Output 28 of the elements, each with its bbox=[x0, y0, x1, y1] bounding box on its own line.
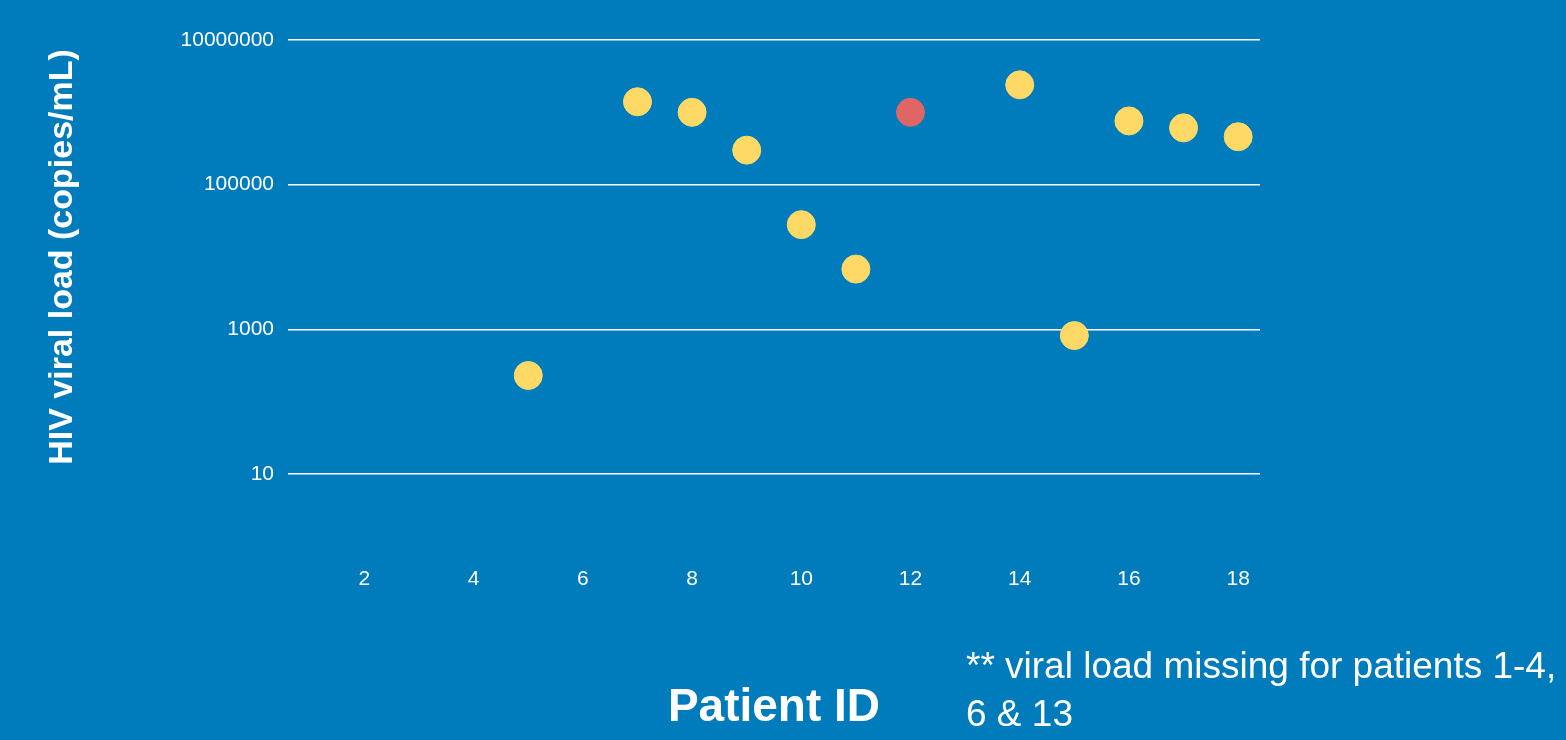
y-axis-title: HIV viral load (copies/mL) bbox=[40, 49, 79, 465]
point bbox=[1223, 122, 1253, 152]
point bbox=[732, 135, 762, 165]
x-tick-label: 10 bbox=[789, 566, 813, 590]
x-tick-label: 14 bbox=[1008, 566, 1032, 590]
point bbox=[841, 254, 871, 284]
y-tick-label: 100000 bbox=[203, 171, 274, 195]
y-tick-label: 10 bbox=[250, 460, 274, 484]
point bbox=[1059, 321, 1089, 351]
y-tick-label: 10000000 bbox=[180, 26, 274, 50]
x-axis-title: Patient ID bbox=[667, 679, 881, 732]
point bbox=[513, 361, 543, 390]
x-tick-label: 4 bbox=[467, 566, 480, 590]
x-tick-label: 12 bbox=[898, 566, 923, 590]
point bbox=[622, 87, 652, 117]
point bbox=[896, 97, 926, 127]
x-tick-label: 16 bbox=[1117, 566, 1141, 590]
point bbox=[677, 97, 707, 127]
point bbox=[1005, 70, 1035, 100]
x-tick-label: 8 bbox=[686, 566, 698, 590]
x-tick-label: 2 bbox=[358, 566, 371, 590]
point bbox=[1114, 106, 1144, 136]
y-tick-label: 1000 bbox=[227, 316, 274, 340]
x-tick-label: 18 bbox=[1226, 566, 1250, 590]
point bbox=[786, 210, 816, 240]
point bbox=[1169, 113, 1199, 143]
x-tick-label: 6 bbox=[577, 566, 589, 590]
text: ** viral load missing for patients 1-4, 6 & 13 bbox=[966, 644, 1558, 736]
